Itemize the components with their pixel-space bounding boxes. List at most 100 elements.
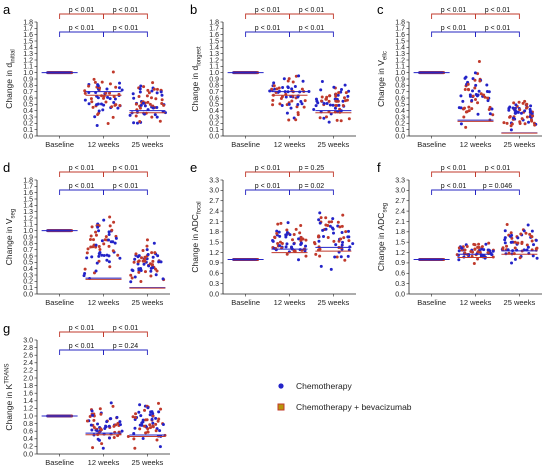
chemo-point: [151, 106, 155, 110]
y-tick-label: 1.3: [23, 51, 33, 58]
chemo-point: [138, 403, 142, 407]
y-tick-label: 1.5: [395, 38, 405, 45]
combo-point: [324, 216, 328, 220]
y-axis-label-sup: TRANS: [5, 363, 11, 383]
combo-point: [104, 235, 108, 239]
chemo-point: [286, 221, 290, 225]
panel-e: e 0.0 0.3 0.6 0.9 1.2 1.5 1.8 2.1 2.4 2.7 3.0 3.3 Bas…: [190, 160, 356, 307]
chemo-point: [109, 240, 113, 244]
y-tick-label: 1.0: [209, 70, 219, 77]
combo-point: [154, 429, 158, 433]
y-axis-label: Change in Vellc: [376, 51, 389, 107]
y-tick-label: 2.1: [395, 219, 405, 226]
y-tick-label: 0.6: [23, 253, 33, 260]
chemo-point: [107, 424, 111, 428]
combo-point: [97, 244, 101, 248]
chemo-point: [457, 258, 461, 262]
combo-point: [298, 231, 302, 235]
chemo-point: [491, 249, 495, 253]
chemo-point: [95, 261, 99, 265]
combo-point: [342, 96, 346, 100]
chemo-point: [285, 111, 289, 115]
chemo-point: [331, 103, 335, 107]
y-tick-label: 1.8: [209, 229, 219, 236]
comparison-bracket: [59, 31, 104, 37]
y-tick-label: 1.5: [395, 239, 405, 246]
panel-g: g 0.00.20.40.60.81.01.21.41.61.82.02.22.4…: [3, 321, 170, 467]
combo-point: [271, 98, 275, 102]
comparison-bracket: [245, 189, 290, 195]
combo-point: [466, 82, 470, 86]
combo-point: [110, 105, 114, 109]
combo-point: [144, 418, 148, 422]
y-tick-label: 0.0: [23, 133, 33, 140]
combo-point: [318, 116, 322, 120]
combo-point: [104, 100, 108, 104]
combo-point: [486, 96, 490, 100]
chemo-point: [268, 89, 272, 93]
combo-point: [327, 220, 331, 224]
chemo-point: [133, 275, 137, 279]
y-tick-label: 1.5: [23, 196, 33, 203]
chemo-point: [280, 103, 284, 107]
combo-point: [275, 231, 279, 235]
combo-point: [92, 77, 96, 81]
combo-point: [116, 421, 120, 425]
comparison-bracket: [103, 171, 148, 177]
chemo-point: [114, 236, 118, 240]
chemo-point: [471, 89, 475, 93]
chemo-point: [289, 106, 293, 110]
y-tick-label: 1.1: [23, 222, 33, 229]
combo-point: [126, 434, 130, 438]
chemo-point: [151, 412, 155, 416]
chemo-point: [516, 236, 520, 240]
y-tick-label: 0.1: [23, 285, 33, 292]
y-tick-label: 1.5: [209, 38, 219, 45]
p-value-label: p < 0.01: [441, 165, 467, 172]
chemo-point: [288, 233, 292, 237]
chemo-point: [142, 262, 146, 266]
combo-point: [155, 438, 159, 442]
x-tick-label: Baseline: [45, 458, 74, 467]
combo-point: [518, 108, 522, 112]
combo-point: [324, 97, 328, 101]
combo-point: [520, 241, 524, 245]
chemo-point: [503, 229, 507, 233]
combo-point: [138, 106, 142, 110]
combo-point: [158, 119, 162, 123]
chemo-point: [117, 86, 121, 90]
chemo-point: [149, 269, 153, 273]
y-tick-label: 0.6: [23, 95, 33, 102]
chemo-point: [132, 121, 136, 125]
chemo-point: [118, 81, 122, 85]
p-value-label: p < 0.01: [69, 325, 95, 332]
comparison-bracket: [289, 189, 334, 195]
y-tick-label: 0.5: [395, 102, 405, 109]
chemo-point: [128, 113, 132, 117]
chemo-point: [132, 432, 136, 436]
chemo-point: [286, 86, 290, 90]
combo-point: [519, 232, 523, 236]
combo-point: [134, 102, 138, 106]
chemo-point: [91, 413, 95, 417]
combo-point: [104, 91, 108, 95]
combo-point: [100, 442, 104, 446]
x-tick-label: Baseline: [231, 140, 260, 149]
y-tick-label: 0.4: [209, 108, 219, 115]
combo-point: [83, 267, 87, 271]
comparison-bracket: [59, 13, 104, 19]
chemo-point: [94, 269, 98, 273]
panel-a: a 0.00.10.20.30.40.50.60.70.80.91.01.11.2…: [3, 2, 170, 149]
x-tick-label: 25 weeks: [132, 298, 164, 307]
combo-point: [467, 109, 471, 113]
combo-point: [334, 92, 338, 96]
combo-point: [277, 86, 281, 90]
combo-point: [524, 103, 528, 107]
chemo-point: [89, 423, 93, 427]
chemo-point: [527, 120, 531, 124]
combo-point: [271, 103, 275, 107]
chemo-point: [87, 102, 91, 106]
combo-point: [487, 107, 491, 111]
chemo-point: [318, 221, 322, 225]
chemo-point: [96, 437, 100, 441]
